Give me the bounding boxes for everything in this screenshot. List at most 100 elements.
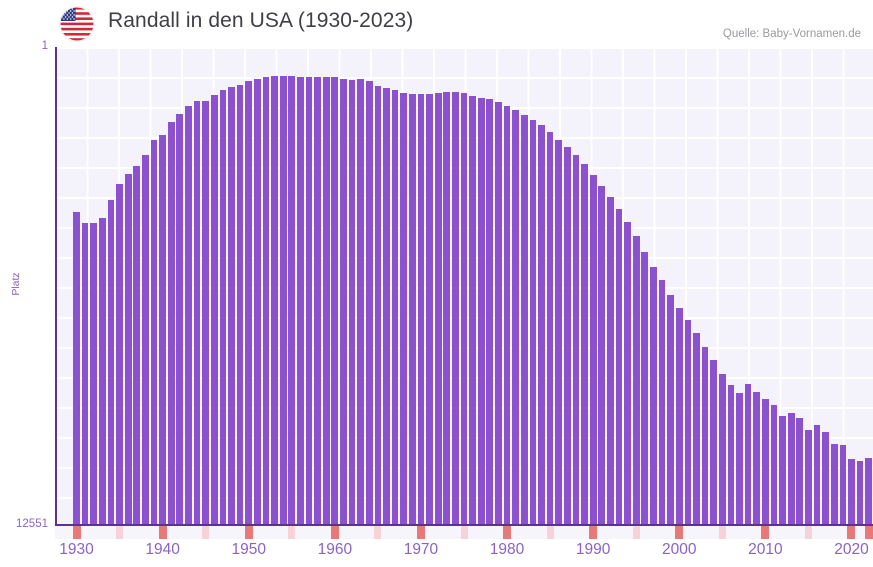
bar[interactable]: [624, 222, 631, 525]
bar[interactable]: [589, 174, 597, 525]
bar[interactable]: [193, 101, 201, 525]
bar[interactable]: [383, 88, 390, 525]
bar[interactable]: [210, 94, 218, 525]
bar[interactable]: [107, 199, 115, 525]
bar[interactable]: [374, 85, 382, 525]
bar[interactable]: [598, 185, 606, 525]
bar[interactable]: [426, 93, 433, 525]
bar[interactable]: [667, 294, 674, 525]
bar[interactable]: [331, 77, 339, 525]
bar[interactable]: [744, 384, 752, 525]
bar[interactable]: [228, 86, 235, 525]
bar[interactable]: [434, 93, 442, 525]
bar[interactable]: [288, 76, 296, 525]
bar[interactable]: [641, 251, 649, 525]
bar[interactable]: [684, 320, 692, 525]
x-tick-major: [865, 526, 873, 539]
bar[interactable]: [710, 360, 718, 525]
bar[interactable]: [753, 391, 761, 525]
bar[interactable]: [314, 76, 321, 525]
bar[interactable]: [796, 418, 804, 525]
bar[interactable]: [443, 92, 451, 525]
bar[interactable]: [167, 122, 175, 525]
bar[interactable]: [563, 146, 571, 525]
bar[interactable]: [632, 236, 640, 525]
bar[interactable]: [348, 79, 356, 525]
bar[interactable]: [546, 131, 554, 525]
bar[interactable]: [520, 114, 528, 525]
bar[interactable]: [650, 266, 657, 525]
x-axis-tick-label: 1940: [145, 541, 180, 558]
bar[interactable]: [615, 208, 623, 525]
bar[interactable]: [297, 76, 304, 525]
x-axis-tick-label: 1970: [403, 541, 439, 558]
bar[interactable]: [787, 412, 795, 525]
bar[interactable]: [658, 280, 666, 525]
bar[interactable]: [340, 78, 347, 525]
bar[interactable]: [245, 81, 253, 525]
bar[interactable]: [555, 139, 563, 525]
bar[interactable]: [142, 154, 149, 525]
bar[interactable]: [236, 84, 244, 525]
bar[interactable]: [486, 99, 494, 525]
bar[interactable]: [495, 102, 502, 525]
bar[interactable]: [81, 222, 89, 525]
bar[interactable]: [529, 120, 537, 525]
bar[interactable]: [133, 165, 141, 525]
bar[interactable]: [357, 79, 365, 525]
bar[interactable]: [512, 109, 519, 525]
bar[interactable]: [770, 405, 778, 525]
bar[interactable]: [124, 173, 132, 525]
bar[interactable]: [408, 93, 416, 525]
bar[interactable]: [581, 163, 588, 525]
bar[interactable]: [693, 333, 700, 525]
bar[interactable]: [365, 81, 373, 525]
bar[interactable]: [865, 457, 873, 525]
y-axis-tick-bottom: 12551: [16, 518, 48, 530]
bar[interactable]: [460, 92, 468, 525]
bar[interactable]: [400, 92, 408, 525]
bar[interactable]: [762, 399, 769, 525]
bar[interactable]: [73, 211, 80, 525]
bar[interactable]: [391, 90, 399, 525]
bar[interactable]: [98, 217, 106, 525]
bar[interactable]: [538, 125, 545, 525]
bar[interactable]: [176, 114, 184, 525]
bar[interactable]: [90, 222, 98, 525]
bar[interactable]: [805, 429, 812, 525]
bar[interactable]: [727, 385, 735, 525]
bar[interactable]: [856, 460, 864, 525]
bar[interactable]: [830, 443, 838, 525]
bar[interactable]: [271, 75, 278, 525]
us-flag-icon: [60, 7, 94, 41]
bar[interactable]: [701, 347, 709, 525]
bar[interactable]: [322, 77, 330, 525]
bar[interactable]: [848, 459, 855, 525]
bar[interactable]: [305, 77, 313, 525]
bar[interactable]: [150, 139, 158, 525]
bar[interactable]: [279, 75, 287, 525]
bar[interactable]: [718, 373, 726, 525]
bar[interactable]: [469, 96, 476, 525]
bar[interactable]: [417, 93, 425, 525]
bar[interactable]: [219, 89, 227, 525]
bar[interactable]: [185, 105, 192, 525]
x-tick-minor: [202, 526, 210, 539]
bar[interactable]: [813, 425, 821, 525]
bar[interactable]: [736, 392, 743, 525]
bar[interactable]: [839, 444, 847, 525]
bar[interactable]: [452, 91, 459, 525]
bar[interactable]: [159, 134, 166, 525]
bar[interactable]: [675, 307, 683, 525]
bar[interactable]: [202, 101, 210, 525]
bar[interactable]: [253, 78, 261, 525]
bar[interactable]: [572, 154, 580, 525]
bar[interactable]: [477, 98, 485, 525]
bar[interactable]: [822, 432, 829, 525]
x-tick-major: [675, 526, 684, 539]
bar[interactable]: [116, 184, 123, 525]
bar[interactable]: [607, 197, 614, 525]
bar[interactable]: [503, 106, 511, 525]
bar[interactable]: [779, 415, 786, 525]
bar[interactable]: [262, 77, 270, 525]
